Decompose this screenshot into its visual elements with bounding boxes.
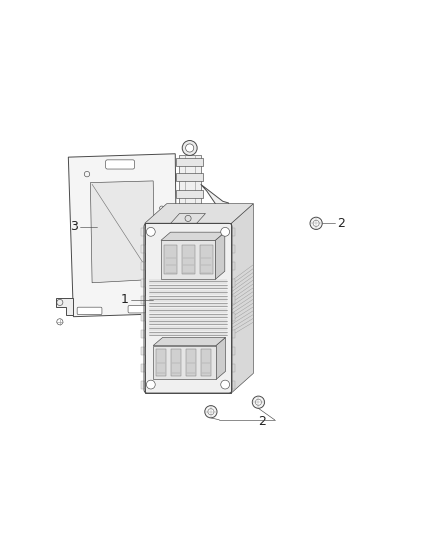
Text: 3: 3	[70, 220, 78, 233]
Polygon shape	[145, 223, 231, 393]
Bar	[230, 329, 235, 338]
Bar	[201, 349, 211, 376]
Polygon shape	[215, 232, 225, 279]
Bar	[156, 349, 166, 376]
Polygon shape	[171, 214, 205, 223]
Circle shape	[146, 380, 155, 389]
Polygon shape	[153, 345, 216, 379]
Bar	[141, 329, 145, 338]
FancyBboxPatch shape	[128, 305, 153, 313]
Bar	[200, 245, 212, 274]
Circle shape	[182, 141, 197, 156]
Bar	[141, 296, 145, 304]
Circle shape	[146, 228, 155, 236]
Polygon shape	[153, 337, 226, 345]
Bar	[230, 313, 235, 321]
Bar	[186, 349, 196, 376]
Bar	[141, 279, 145, 287]
Text: 2: 2	[258, 415, 266, 428]
Text: 1: 1	[121, 293, 129, 306]
Polygon shape	[161, 240, 215, 279]
Bar	[230, 364, 235, 372]
Bar	[230, 279, 235, 287]
Bar	[164, 245, 177, 274]
Circle shape	[310, 217, 322, 229]
Bar	[141, 381, 145, 389]
Bar	[230, 262, 235, 270]
Bar	[141, 346, 145, 354]
Bar	[176, 158, 203, 166]
Bar	[230, 245, 235, 253]
Polygon shape	[216, 337, 226, 379]
Bar	[141, 262, 145, 270]
Bar	[182, 245, 195, 274]
Circle shape	[255, 399, 261, 405]
Bar	[230, 228, 235, 236]
Circle shape	[221, 380, 230, 389]
Polygon shape	[161, 232, 225, 240]
Bar	[230, 296, 235, 304]
Polygon shape	[90, 181, 155, 282]
Bar	[179, 156, 201, 205]
Circle shape	[252, 396, 265, 408]
Bar	[176, 190, 203, 198]
FancyBboxPatch shape	[106, 160, 134, 169]
Bar	[141, 313, 145, 321]
Bar	[230, 381, 235, 389]
Bar	[176, 173, 203, 181]
Polygon shape	[57, 298, 74, 315]
Polygon shape	[201, 184, 229, 242]
Circle shape	[221, 228, 230, 236]
Bar	[141, 245, 145, 253]
Polygon shape	[231, 204, 253, 393]
Circle shape	[186, 144, 194, 152]
Polygon shape	[145, 204, 253, 223]
Bar	[141, 228, 145, 236]
Bar	[141, 364, 145, 372]
FancyBboxPatch shape	[77, 307, 102, 314]
Text: 2: 2	[337, 217, 345, 230]
Circle shape	[313, 220, 319, 227]
Polygon shape	[68, 154, 177, 317]
Circle shape	[205, 406, 217, 418]
Bar	[230, 346, 235, 354]
Bar	[171, 349, 181, 376]
Circle shape	[208, 409, 214, 415]
